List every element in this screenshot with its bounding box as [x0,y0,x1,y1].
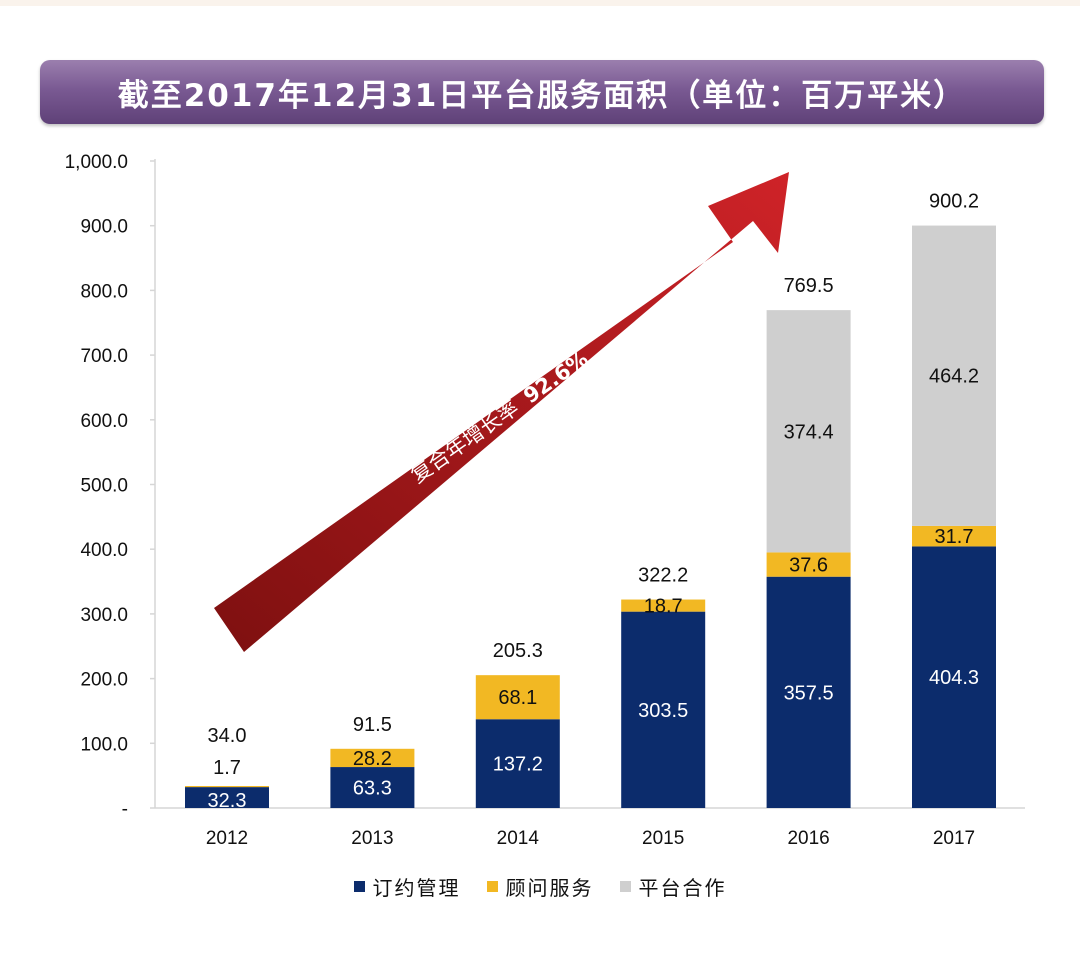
x-tick-label: 2012 [206,828,248,849]
title-banner: 截至2017年12月31日平台服务面积（单位：百万平米） [40,60,1044,124]
segment-label: 137.2 [493,754,543,776]
bar-segment-0 [621,611,706,808]
legend-swatch [619,881,631,892]
segment-label: 464.2 [929,366,979,388]
cagr-value: 92.6% [519,347,592,409]
y-tick-label: 100.0 [80,734,128,755]
segment-label: 68.1 [498,687,537,709]
total-label: 91.5 [353,714,392,736]
legend-swatch [353,881,365,892]
x-tick-label: 2017 [933,828,975,849]
total-label: 769.5 [784,275,834,297]
y-tick-label: 200.0 [80,670,128,691]
segment-label: 404.3 [929,667,979,689]
segment-label: 357.5 [784,682,834,704]
bar-segment-0 [475,719,560,808]
legend-item-1: 顾问服务 [486,872,594,901]
total-label: 900.2 [929,191,979,213]
legend: 订约管理 顾问服务 平台合作 [0,872,1080,901]
top-band [0,0,1080,6]
segment-label: 303.5 [638,700,688,722]
y-tick-label: - [122,799,128,820]
y-tick-label: 500.0 [80,476,128,497]
total-label: 34.0 [208,725,247,747]
segment-label: 18.7 [644,596,683,618]
bar-segment-1 [621,599,706,612]
bar-segment-0 [766,576,851,808]
cagr-label: 复合年增长率 [406,395,523,487]
legend-label: 平台合作 [638,876,727,900]
segment-label: 1.7 [213,757,241,779]
bar-segment-0 [185,787,269,808]
legend-item-0: 订约管理 [353,872,461,901]
y-tick-label: 900.0 [80,217,128,238]
bar-segment-0 [912,546,996,808]
y-tick-label: 1,000.0 [65,152,128,173]
y-tick-label: 700.0 [80,346,128,367]
bar-segment-1 [912,525,996,547]
bar-segment-1 [185,786,269,788]
segment-label: 37.6 [789,555,828,577]
x-tick-label: 2016 [787,828,829,849]
segment-label: 63.3 [353,778,392,800]
legend-label: 顾问服务 [505,876,594,900]
x-tick-label: 2013 [351,828,393,849]
bar-segment-1 [475,675,560,720]
bar-segment-2 [766,310,851,553]
legend-swatch [486,881,498,892]
bar-segment-2 [912,225,996,526]
legend-item-2: 平台合作 [619,872,727,901]
segment-label: 374.4 [784,421,834,443]
y-tick-label: 300.0 [80,605,128,626]
y-tick-label: 600.0 [80,411,128,432]
segment-label: 28.2 [353,748,392,770]
growth-arrow [214,172,789,652]
x-tick-label: 2014 [497,828,540,849]
bar-segment-1 [330,748,415,768]
total-label: 205.3 [493,640,543,662]
chart-title: 截至2017年12月31日平台服务面积（单位：百万平米） [117,77,967,114]
total-label: 322.2 [638,565,688,587]
segment-label: 32.3 [208,790,247,812]
bar-segment-0 [330,767,415,808]
segment-label: 31.7 [935,526,974,548]
y-tick-label: 400.0 [80,540,128,561]
x-tick-label: 2015 [642,828,684,849]
cagr-annotation: 复合年增长率92.6% [406,346,592,488]
legend-label: 订约管理 [372,876,461,900]
y-tick-label: 800.0 [80,281,128,302]
bar-segment-1 [766,552,851,577]
